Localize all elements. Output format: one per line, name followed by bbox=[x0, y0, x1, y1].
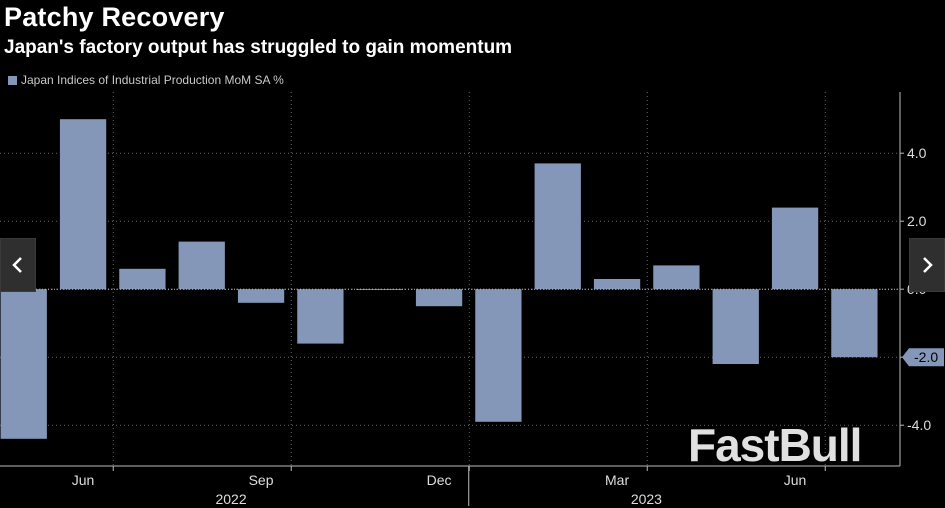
chart-title: Patchy Recovery bbox=[4, 2, 225, 32]
last-value-label: -2.0 bbox=[914, 349, 938, 365]
last-value-badge bbox=[902, 348, 944, 367]
chevron-right-icon bbox=[923, 257, 933, 273]
previous-chart-button[interactable] bbox=[0, 238, 36, 292]
bar bbox=[771, 207, 819, 290]
legend-label: Japan Indices of Industrial Production M… bbox=[21, 73, 284, 87]
bar bbox=[0, 289, 47, 439]
bar bbox=[356, 289, 403, 290]
y-tick-label: -4.0 bbox=[907, 417, 931, 433]
bar bbox=[475, 289, 522, 422]
legend: Japan Indices of Industrial Production M… bbox=[8, 73, 284, 87]
bar bbox=[831, 289, 878, 358]
bar bbox=[59, 119, 107, 290]
bar bbox=[534, 163, 581, 290]
bar bbox=[415, 289, 463, 307]
chart-subtitle: Japan's factory output has struggled to … bbox=[4, 37, 513, 58]
year-label: 2023 bbox=[631, 491, 662, 507]
next-chart-button[interactable] bbox=[909, 238, 945, 292]
bar bbox=[712, 289, 759, 364]
year-label: 2022 bbox=[215, 491, 246, 507]
x-tick-label: Jun bbox=[72, 472, 95, 488]
y-tick-label: 4.0 bbox=[907, 145, 927, 161]
bar bbox=[297, 289, 344, 344]
chevron-left-icon bbox=[12, 257, 22, 273]
bar bbox=[237, 289, 285, 303]
legend-swatch bbox=[8, 75, 17, 85]
bar bbox=[178, 241, 225, 290]
bar bbox=[119, 268, 166, 290]
fastbull-watermark: FastBull bbox=[688, 419, 862, 471]
x-tick-label: Jun bbox=[784, 472, 807, 488]
y-tick-label: 2.0 bbox=[907, 213, 927, 229]
x-tick-label: Sep bbox=[249, 472, 274, 488]
bar bbox=[593, 279, 641, 290]
bar bbox=[653, 265, 700, 290]
x-tick-label: Mar bbox=[605, 472, 629, 488]
x-tick-label: Dec bbox=[427, 472, 452, 488]
